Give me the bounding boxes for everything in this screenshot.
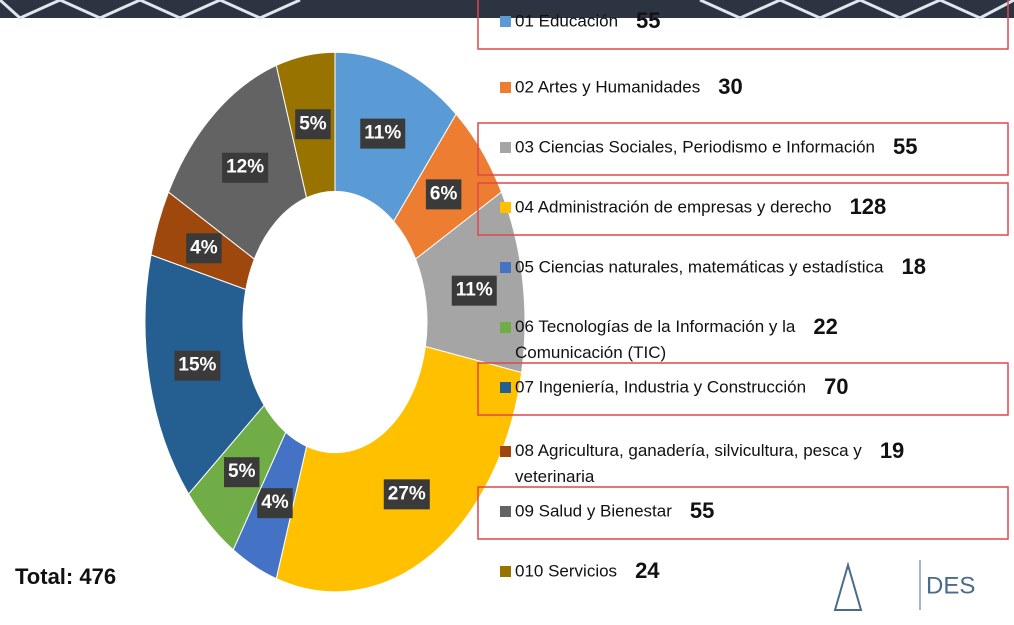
- legend-swatch: [500, 16, 511, 27]
- legend-label: 09 Salud y Bienestar: [515, 501, 672, 520]
- legend-label: 04 Administración de empresas y derecho: [515, 197, 832, 216]
- legend-swatch: [500, 382, 511, 393]
- legend-count: 18: [902, 254, 926, 279]
- slice-label: 5%: [228, 461, 256, 482]
- legend-label: 05 Ciencias naturales, matemáticas y est…: [515, 257, 884, 276]
- legend-swatch: [500, 142, 511, 153]
- logo: DES: [835, 560, 975, 610]
- legend-label: 03 Ciencias Sociales, Periodismo e Infor…: [515, 137, 875, 156]
- legend-label: 08 Agricultura, ganadería, silvicultura,…: [515, 441, 862, 486]
- legend-count: 55: [893, 134, 917, 159]
- chart: Total: 476 DES 11%6%11%27%4%5%15%4%12%5%…: [0, 0, 1014, 625]
- legend-count: 30: [718, 74, 742, 99]
- legend-label: 010 Servicios: [515, 561, 617, 580]
- legend-swatch: [500, 446, 511, 457]
- legend-swatch: [500, 202, 511, 213]
- legend-count: 55: [636, 8, 660, 33]
- legend-swatch: [500, 82, 511, 93]
- slice-label: 27%: [388, 483, 426, 504]
- legend-swatch: [500, 262, 511, 273]
- slice-label: 4%: [190, 237, 218, 258]
- legend-count: 55: [690, 498, 714, 523]
- total-label: Total: 476: [15, 564, 116, 589]
- legend-label: 07 Ingeniería, Industria y Construcción: [515, 377, 806, 396]
- legend-swatch: [500, 566, 511, 577]
- banner: [0, 0, 1014, 18]
- slice-label: 6%: [430, 183, 458, 204]
- slice-label: 5%: [299, 113, 327, 134]
- legend-swatch: [500, 506, 511, 517]
- slice-label: 11%: [364, 123, 401, 144]
- legend-count: 128: [850, 194, 887, 219]
- legend-count: 19: [880, 438, 904, 463]
- slice: [276, 346, 521, 591]
- logo-text: DES: [926, 572, 975, 599]
- slice-label: 4%: [261, 492, 289, 513]
- slice-label: 12%: [226, 157, 264, 178]
- legend-count: 24: [635, 558, 660, 583]
- legend-swatch: [500, 322, 511, 333]
- legend-count: 70: [824, 374, 848, 399]
- legend-label: 01 Educación: [515, 11, 618, 30]
- slice-label: 11%: [456, 280, 493, 301]
- legend-label: 02 Artes y Humanidades: [515, 77, 700, 96]
- legend-count: 22: [813, 314, 837, 339]
- slice-label: 15%: [178, 355, 216, 376]
